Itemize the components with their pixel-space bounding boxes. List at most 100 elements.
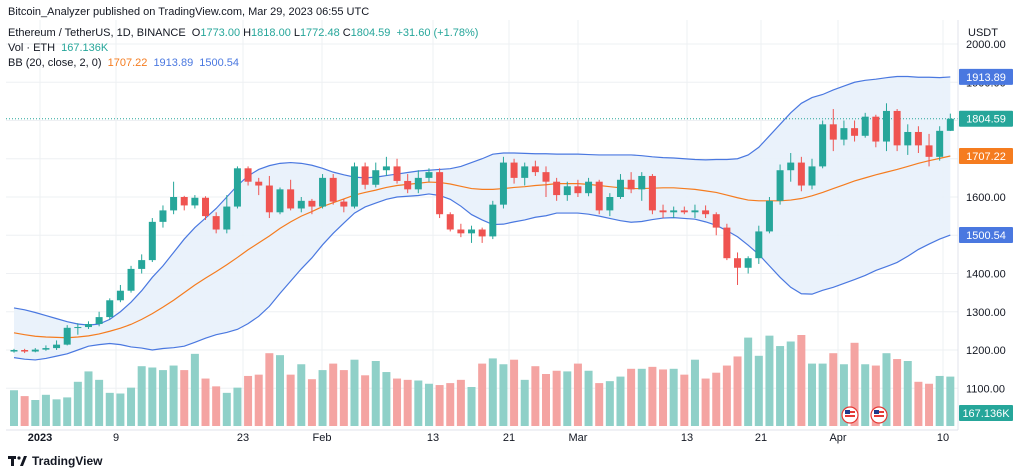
bb-label[interactable]: BB (20, close, 2, 0) [8, 57, 102, 69]
volume-label[interactable]: Vol · ETH [8, 42, 56, 54]
volume-bar [712, 372, 721, 426]
candle-body [702, 210, 710, 215]
candle-body [191, 197, 199, 206]
volume-bar [41, 394, 50, 426]
candle-body [138, 260, 146, 269]
candle-body [372, 170, 380, 185]
candle-body [606, 197, 614, 211]
x-tick-label: 21 [755, 432, 767, 444]
volume-bar [414, 380, 423, 426]
volume-bar [850, 342, 859, 426]
candle-body [212, 216, 220, 230]
volume-bar [435, 385, 444, 426]
volume-bar [276, 355, 284, 426]
volume-bar [659, 369, 668, 426]
volume-bar [722, 365, 731, 426]
candle-body [574, 186, 582, 194]
volume-bar [744, 337, 753, 426]
candle-body [159, 210, 167, 222]
x-tick-label: 10 [937, 432, 949, 444]
candle-body [170, 197, 178, 211]
candle-body [585, 181, 593, 194]
volume-bar [190, 353, 199, 426]
candle-body [904, 131, 912, 146]
candle-body [116, 290, 124, 301]
volume-bar [180, 370, 189, 426]
candle-body [31, 349, 39, 352]
volume-bar [456, 379, 465, 426]
volume-bar [531, 366, 540, 426]
volume-bar [903, 361, 912, 426]
ohlc-key: O [191, 27, 201, 39]
volume-bar [424, 383, 433, 426]
price-axis-unit: USDT [968, 27, 998, 39]
flag-stripe [845, 415, 855, 417]
ohlc-o: O1773.00 [192, 27, 240, 39]
candle-body [180, 197, 188, 206]
candle-body [127, 268, 135, 291]
candle-body [744, 258, 752, 268]
ohlc-c: C1804.59 [343, 27, 391, 39]
candle-body [499, 162, 507, 205]
candle-body [244, 168, 252, 182]
candle-body [861, 116, 869, 136]
candle-body [638, 175, 646, 190]
candle-body [808, 166, 816, 186]
volume-bars [10, 335, 955, 426]
bollinger-lines [6, 75, 958, 361]
candle-body [595, 181, 603, 211]
volume-bar [403, 379, 412, 426]
candle-body [936, 130, 944, 157]
y-tick-label: 1600.00 [966, 192, 1006, 204]
candle-body [468, 229, 476, 234]
volume-bar [680, 374, 689, 426]
candle-body [42, 348, 50, 350]
x-tick-label: 2023 [28, 432, 52, 444]
candle-body [350, 166, 358, 207]
ohlc-value: 1772.48 [299, 27, 340, 39]
axes: USDT2000.001900.001800.001700.001600.001… [6, 20, 1013, 444]
candle-body [851, 128, 859, 136]
candle-body [829, 124, 837, 140]
bb-lower-value: 1500.54 [199, 57, 240, 69]
candle-body [914, 131, 922, 146]
volume-bar [946, 376, 955, 426]
candle-body [276, 189, 284, 213]
candle-body [680, 210, 688, 213]
ohlc-value: 1804.59 [350, 27, 391, 39]
candle-body [287, 189, 295, 209]
candle-body [84, 323, 92, 328]
candle-body [872, 116, 880, 142]
tradingview-logo-icon [8, 456, 27, 466]
candle-body [255, 181, 263, 186]
candle-body [787, 162, 795, 171]
badge-label: 1707.22 [966, 151, 1006, 163]
bb-lower-line [13, 193, 951, 361]
candle-body [521, 166, 529, 178]
volume-bar [829, 353, 838, 426]
candle-body [765, 200, 773, 232]
volume-bar [786, 341, 795, 426]
tradingview-footer[interactable]: TradingView [8, 454, 102, 468]
candle-body [776, 170, 784, 201]
candle-body [308, 200, 316, 207]
volume-bar [818, 363, 827, 426]
candle-body [148, 221, 156, 261]
candle-body [819, 124, 827, 167]
volume-bar [573, 363, 582, 426]
candle-body [723, 227, 731, 259]
volume-bar [627, 368, 636, 426]
bb-fill-area [14, 76, 951, 360]
volume-bar [222, 392, 231, 426]
symbol-label[interactable]: Ethereum / TetherUS, 1D, BINANCE [8, 27, 186, 39]
volume-bar [499, 364, 508, 426]
candle-body [340, 201, 348, 207]
candle-body [223, 206, 231, 230]
volume-bar [10, 390, 18, 426]
volume-bar [73, 381, 82, 426]
bb-upper-value: 1913.89 [153, 57, 194, 69]
volume-bar [542, 374, 550, 426]
candle-body [63, 327, 71, 345]
volume-bar [776, 346, 785, 426]
